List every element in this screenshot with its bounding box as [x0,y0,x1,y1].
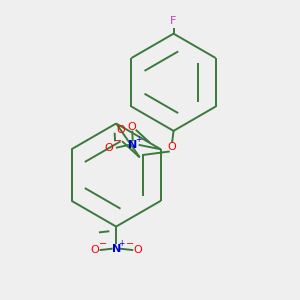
Text: N: N [128,140,137,150]
Text: O: O [91,245,99,255]
Text: O: O [105,143,114,153]
Text: +: + [118,239,124,248]
Text: O: O [116,125,125,135]
Text: −: − [126,238,134,249]
Text: F: F [170,16,177,26]
Text: −: − [98,238,107,249]
Text: O: O [133,245,142,255]
Text: −: − [114,136,122,146]
Text: N: N [112,244,121,254]
Text: O: O [128,122,136,132]
Text: O: O [168,142,176,152]
Text: +: + [135,135,141,144]
